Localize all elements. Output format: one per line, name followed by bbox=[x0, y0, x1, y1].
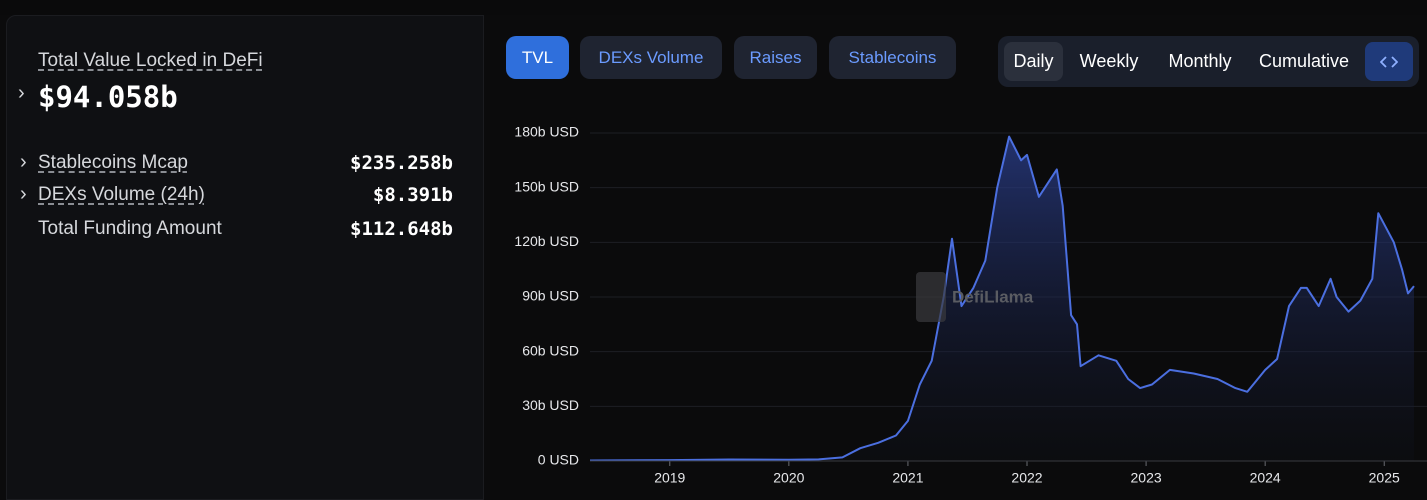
chevron[interactable]: › bbox=[20, 151, 27, 173]
period[interactable]: Weekly bbox=[1079, 51, 1139, 71]
tab[interactable]: Stablecoins bbox=[829, 36, 956, 79]
code-icon bbox=[1380, 55, 1398, 68]
tab[interactable]: TVL bbox=[506, 36, 569, 79]
watermark: DefiLlama bbox=[952, 287, 1034, 306]
x-tick-label: 2019 bbox=[654, 470, 685, 486]
row-label[interactable]: DEXs Volume (24h) bbox=[38, 184, 205, 205]
x-tick-label: 2024 bbox=[1250, 470, 1281, 486]
row-value: $112.648b bbox=[350, 218, 453, 240]
period-group: Daily Weekly Monthly Cumulative bbox=[998, 36, 1419, 87]
embed-button[interactable] bbox=[1365, 42, 1413, 81]
y-tick-label: 120b USD bbox=[514, 233, 579, 249]
tab[interactable]: Raises bbox=[734, 36, 817, 79]
y-tick-label: 30b USD bbox=[522, 397, 579, 413]
y-tick-label: 60b USD bbox=[522, 342, 579, 358]
period[interactable]: Monthly bbox=[1168, 51, 1232, 71]
y-tick-label: 150b USD bbox=[514, 178, 579, 194]
x-tick-label: 2020 bbox=[773, 470, 804, 486]
x-tick-label: 2021 bbox=[892, 470, 923, 486]
summary-panel: › Total Value Locked in DeFi $94.058b › … bbox=[6, 15, 484, 500]
y-tick-label: 0 USD bbox=[538, 452, 579, 468]
x-tick-label: 2025 bbox=[1369, 470, 1400, 486]
period[interactable]: Daily bbox=[1004, 42, 1063, 81]
chevron[interactable]: › bbox=[18, 82, 25, 104]
row-label[interactable]: Stablecoins Mcap bbox=[38, 152, 188, 173]
row-label: Total Funding Amount bbox=[38, 218, 222, 239]
row-value: $8.391b bbox=[372, 184, 453, 206]
y-tick-label: 90b USD bbox=[522, 288, 579, 304]
tvl-value: $94.058b bbox=[38, 80, 178, 114]
period[interactable]: Cumulative bbox=[1258, 51, 1350, 71]
chevron[interactable]: › bbox=[20, 183, 27, 205]
area-line bbox=[589, 135, 1415, 462]
watermark-logo bbox=[916, 272, 946, 322]
x-tick-label: 2022 bbox=[1011, 470, 1042, 486]
x-tick-label: 2023 bbox=[1131, 470, 1162, 486]
top-strip bbox=[0, 0, 1427, 15]
chart: 0 USD 30b USD 60b USD 90b USD 120b USD 150b U… bbox=[514, 124, 1427, 486]
tvl-title[interactable]: Total Value Locked in DeFi bbox=[38, 50, 263, 71]
y-tick-label: 180b USD bbox=[514, 124, 579, 140]
tab[interactable]: DEXs Volume bbox=[580, 36, 722, 79]
row-value: $235.258b bbox=[350, 152, 453, 174]
area-fill bbox=[590, 136, 1414, 461]
